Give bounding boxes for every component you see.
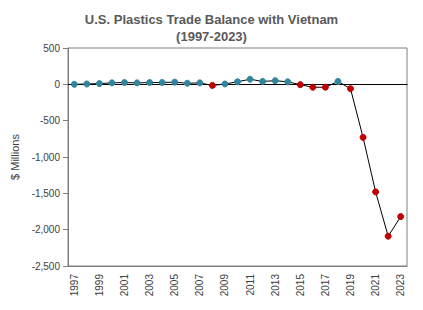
svg-text:2011: 2011 [245,274,256,296]
svg-text:-1,000: -1,000 [32,152,61,163]
svg-text:2007: 2007 [194,274,205,297]
svg-text:2015: 2015 [295,274,306,297]
svg-text:2003: 2003 [144,274,155,297]
svg-text:2009: 2009 [219,274,230,297]
svg-text:2023: 2023 [395,274,406,297]
svg-text:1999: 1999 [94,274,105,297]
svg-text:2013: 2013 [270,274,281,297]
svg-text:-1,500: -1,500 [32,188,61,199]
svg-text:-500: -500 [40,115,60,126]
svg-text:0: 0 [54,79,60,90]
svg-text:500: 500 [43,43,60,54]
svg-text:1997: 1997 [69,274,80,297]
svg-text:$ Millions: $ Millions [9,134,21,180]
svg-text:2021: 2021 [370,274,381,297]
svg-text:2001: 2001 [119,274,130,297]
svg-text:U.S. Plastics Trade Balance wi: U.S. Plastics Trade Balance with Vietnam [85,12,338,27]
svg-text:2019: 2019 [345,274,356,297]
svg-text:-2,500: -2,500 [32,261,61,272]
svg-text:(1997-2023): (1997-2023) [176,29,247,44]
svg-text:-2,000: -2,000 [32,224,61,235]
svg-text:2005: 2005 [169,274,180,297]
svg-text:2017: 2017 [320,274,331,297]
